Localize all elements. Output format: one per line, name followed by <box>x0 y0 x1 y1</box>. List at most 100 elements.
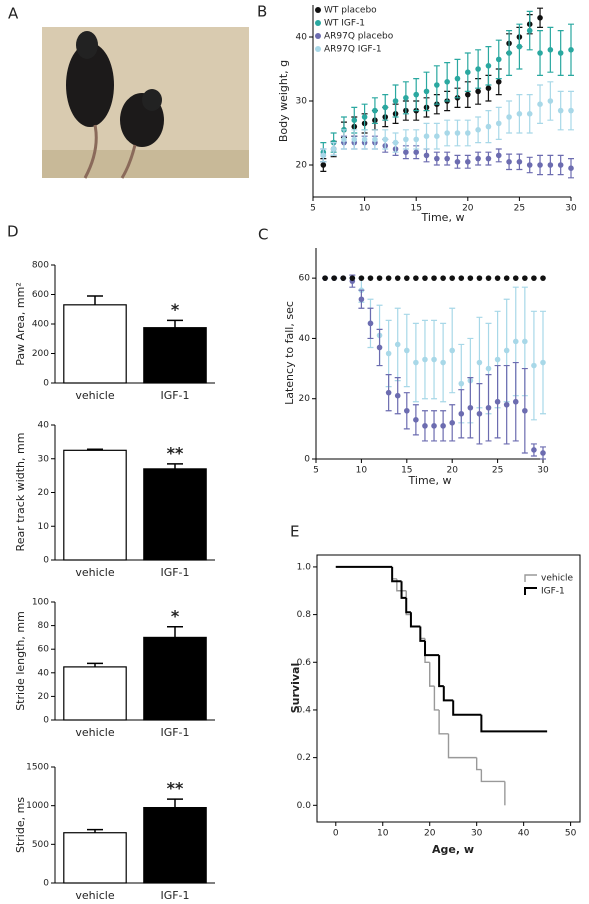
point <box>404 347 410 354</box>
mouse-wt-head <box>76 31 98 59</box>
point <box>516 111 523 117</box>
point <box>495 120 502 127</box>
y-axis-label: Stride, ms <box>14 797 27 853</box>
point <box>540 359 546 366</box>
point <box>320 162 327 168</box>
y-axis-label: Stride length, mm <box>14 611 27 711</box>
point <box>444 130 450 136</box>
x-tick-label: IGF-1 <box>160 889 189 902</box>
legend-label: AR97Q IGF-1 <box>324 45 382 55</box>
point <box>540 275 546 281</box>
point <box>485 155 492 162</box>
error-bar <box>167 626 183 638</box>
point <box>376 275 383 281</box>
point <box>403 149 409 155</box>
survival-step <box>410 614 421 628</box>
point <box>422 423 428 429</box>
survival-step <box>480 714 548 733</box>
x-tick-label: 5 <box>313 466 319 476</box>
point <box>465 159 471 165</box>
panel-letter: A <box>8 5 19 23</box>
plot-frame <box>316 554 581 823</box>
y-tick-label: 200 <box>32 349 49 359</box>
point <box>385 275 392 281</box>
y-tick-label: 30 <box>296 97 308 107</box>
mouse-wt <box>66 43 114 127</box>
point <box>367 275 374 281</box>
point <box>526 162 533 168</box>
legend-label: IGF-1 <box>541 587 565 597</box>
legend-swatch <box>315 7 321 13</box>
point <box>494 398 501 405</box>
point <box>557 50 564 56</box>
point <box>547 47 554 53</box>
point <box>382 104 389 111</box>
y-tick-label: 500 <box>32 840 49 850</box>
survival-step <box>409 612 421 628</box>
legend-label: vehicle <box>541 574 574 584</box>
point <box>503 347 510 354</box>
point <box>361 114 368 120</box>
point <box>382 136 389 143</box>
x-tick-label: IGF-1 <box>160 726 189 739</box>
survival-step <box>419 626 426 642</box>
point <box>413 275 419 281</box>
point <box>440 359 446 366</box>
x-tick-label: 25 <box>514 204 525 214</box>
error-bar <box>167 319 183 328</box>
annotation: ** <box>167 443 184 462</box>
point <box>458 275 465 281</box>
point <box>531 275 537 281</box>
point <box>537 162 543 168</box>
point <box>454 159 461 165</box>
point <box>404 407 410 414</box>
point <box>403 95 409 101</box>
point <box>376 344 383 351</box>
y-tick-label: 0.0 <box>297 801 312 811</box>
y-tick-label: 0.2 <box>297 753 311 763</box>
x-tick-label: 30 <box>565 204 577 214</box>
y-tick-label: 1.0 <box>297 562 312 572</box>
x-tick-label: 0 <box>333 829 339 839</box>
y-tick-label: 40 <box>38 421 50 431</box>
survival-step <box>405 597 411 614</box>
point <box>413 91 420 98</box>
point <box>485 275 492 281</box>
x-tick-label: 15 <box>410 204 421 214</box>
point <box>458 380 465 387</box>
point <box>340 275 347 281</box>
point <box>440 275 446 281</box>
point <box>449 275 456 281</box>
point <box>557 107 564 114</box>
legend-label: AR97Q placebo <box>324 32 394 42</box>
point <box>522 407 528 414</box>
point <box>526 27 533 34</box>
x-tick-label: vehicle <box>75 726 114 739</box>
point <box>358 275 365 281</box>
survival-step <box>424 640 440 657</box>
point <box>540 450 546 456</box>
point <box>516 43 523 50</box>
bar <box>143 327 207 384</box>
point <box>358 296 365 303</box>
y-tick-label: 0 <box>304 455 310 465</box>
point <box>485 85 492 91</box>
y-tick-label: 10 <box>38 522 50 532</box>
y-axis-label: Rear track width, mm <box>14 433 27 552</box>
point <box>385 389 392 396</box>
y-tick-label: 30 <box>38 454 50 464</box>
error-bar <box>167 798 183 808</box>
y-tick-label: 0.8 <box>297 610 312 620</box>
point <box>423 88 430 95</box>
x-tick-label: 10 <box>377 829 389 839</box>
point <box>454 130 461 136</box>
y-tick-label: 20 <box>299 394 311 404</box>
point <box>568 107 574 114</box>
bar <box>63 449 127 561</box>
point <box>494 356 501 363</box>
point <box>467 275 474 281</box>
point <box>568 47 574 53</box>
point <box>537 14 543 21</box>
point <box>449 347 456 354</box>
